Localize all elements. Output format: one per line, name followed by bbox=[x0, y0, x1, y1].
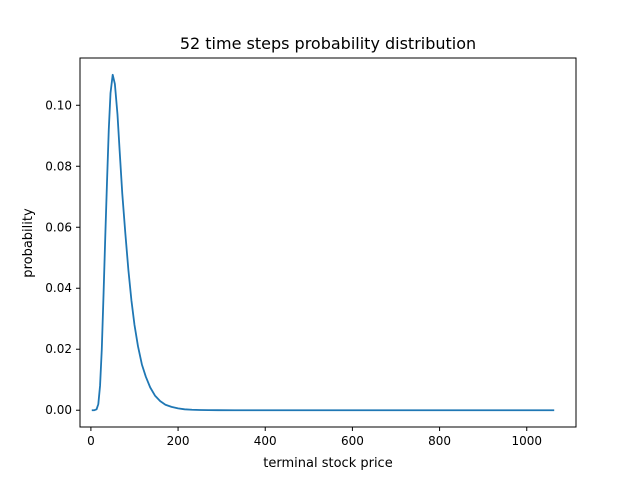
y-tick-label: 0.04 bbox=[45, 281, 72, 295]
x-tick-label: 400 bbox=[254, 434, 277, 448]
y-tick-label: 0.02 bbox=[45, 342, 72, 356]
x-tick-label: 200 bbox=[167, 434, 190, 448]
x-tick-label: 1000 bbox=[511, 434, 542, 448]
x-tick-label: 800 bbox=[428, 434, 451, 448]
x-tick-label: 600 bbox=[341, 434, 364, 448]
x-tick-label: 0 bbox=[87, 434, 95, 448]
chart-title: 52 time steps probability distribution bbox=[180, 34, 476, 53]
plot-area bbox=[80, 58, 576, 427]
y-tick-label: 0.00 bbox=[45, 403, 72, 417]
series-layer bbox=[91, 73, 555, 412]
y-tick-label: 0.10 bbox=[45, 98, 72, 112]
x-axis-label: terminal stock price bbox=[263, 456, 392, 471]
x-axis-ticks: 0 200 400 600 800 1000 bbox=[87, 427, 542, 448]
y-tick-label: 0.08 bbox=[45, 159, 72, 173]
y-axis-label: probability bbox=[21, 208, 36, 278]
y-axis-ticks: 0.00 0.02 0.04 0.06 0.08 0.10 bbox=[45, 98, 80, 417]
y-tick-label: 0.06 bbox=[45, 220, 72, 234]
series-line-0 bbox=[91, 73, 555, 412]
plot-frame bbox=[79, 57, 577, 428]
